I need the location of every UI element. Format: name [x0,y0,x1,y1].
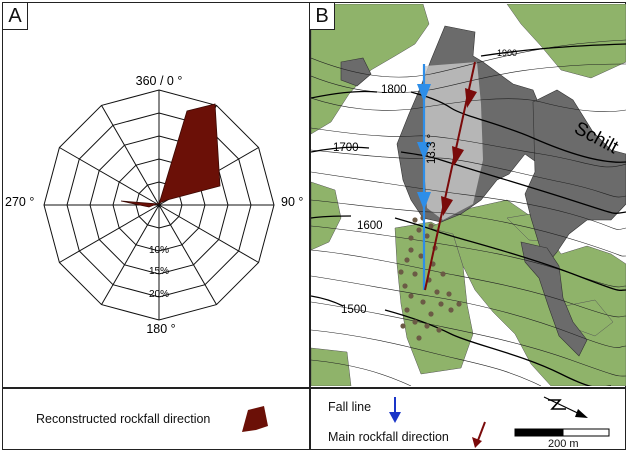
legend-fall-line-label: Fall line [328,400,372,414]
rose-diagram: 360 / 0 ° 90 ° 270 ° 180 ° 10% 15% 20% [5,74,303,336]
contour-lines [311,39,626,386]
rose-grid [43,89,275,321]
contour-label-1600: 1600 [357,220,383,232]
rose-spoke [59,204,160,263]
east-label: 90 ° [281,195,303,209]
rockfall-direction-line [424,61,477,291]
index-contours [311,43,626,386]
boulder [448,307,454,313]
rockfall-rose-petal [120,103,221,208]
scale-bar [514,428,610,437]
boulder [440,271,446,277]
panel-b-tag: B [309,2,335,30]
boulder [398,269,404,275]
boulder [420,299,426,305]
fall-line [417,64,431,290]
legend-divider [2,387,626,389]
contour-label-1800: 1800 [381,84,407,96]
rockfall-arrow-icon [472,421,486,448]
boulder [416,335,422,341]
boulder [404,257,410,263]
rose-spoke [101,204,160,305]
rose-spoke [158,204,217,305]
north-arrow-icon [543,396,588,418]
ring-label-20: 20% [149,289,169,300]
rose-swatch-icon [242,406,268,432]
boulder [428,311,434,317]
boulder [400,323,406,329]
boulder [428,223,434,229]
scale-label: 200 m [548,438,579,450]
contour-label-1700: 1700 [333,142,359,154]
slope-angle-label: 13.3 ° [426,134,438,164]
boulder [408,247,414,253]
south-label: 180 ° [146,322,175,336]
boulder [424,233,430,239]
panel-divider [309,2,311,450]
boulder [438,301,444,307]
boulder [408,293,414,299]
contour-labels: 1900 1800 1700 1600 1500 [333,48,517,316]
legend-rockfall-label: Main rockfall direction [328,430,449,444]
rose-spoke [158,204,259,263]
boulder [456,301,462,307]
west-label: 270 ° [5,195,34,209]
legend-rose-label: Reconstructed rockfall direction [36,412,211,426]
boulder [408,235,414,241]
boulder [424,323,430,329]
boulder [412,319,418,325]
boulder [412,217,418,223]
boulder [434,289,440,295]
north-label: 360 / 0 ° [136,74,183,88]
boulder [402,283,408,289]
fall-line-arrow-icon [389,397,401,423]
boulder [404,307,410,313]
boulder [416,227,422,233]
ring-label-15: 15% [149,266,169,277]
contour-label-1500: 1500 [341,304,367,316]
ring-label-10: 10% [149,245,169,256]
boulder [436,327,442,333]
terrain-map: 1900 1800 1700 1600 1500 Schilt 13.3 ° [311,4,626,386]
contour-label-1900: 1900 [497,48,517,58]
panel-a-tag: A [2,2,28,30]
boulder [418,253,424,259]
boulder [446,291,452,297]
rose-spoke [59,147,160,206]
boulder [412,271,418,277]
boulder-deposits [398,215,462,341]
rose-spoke [101,105,160,206]
